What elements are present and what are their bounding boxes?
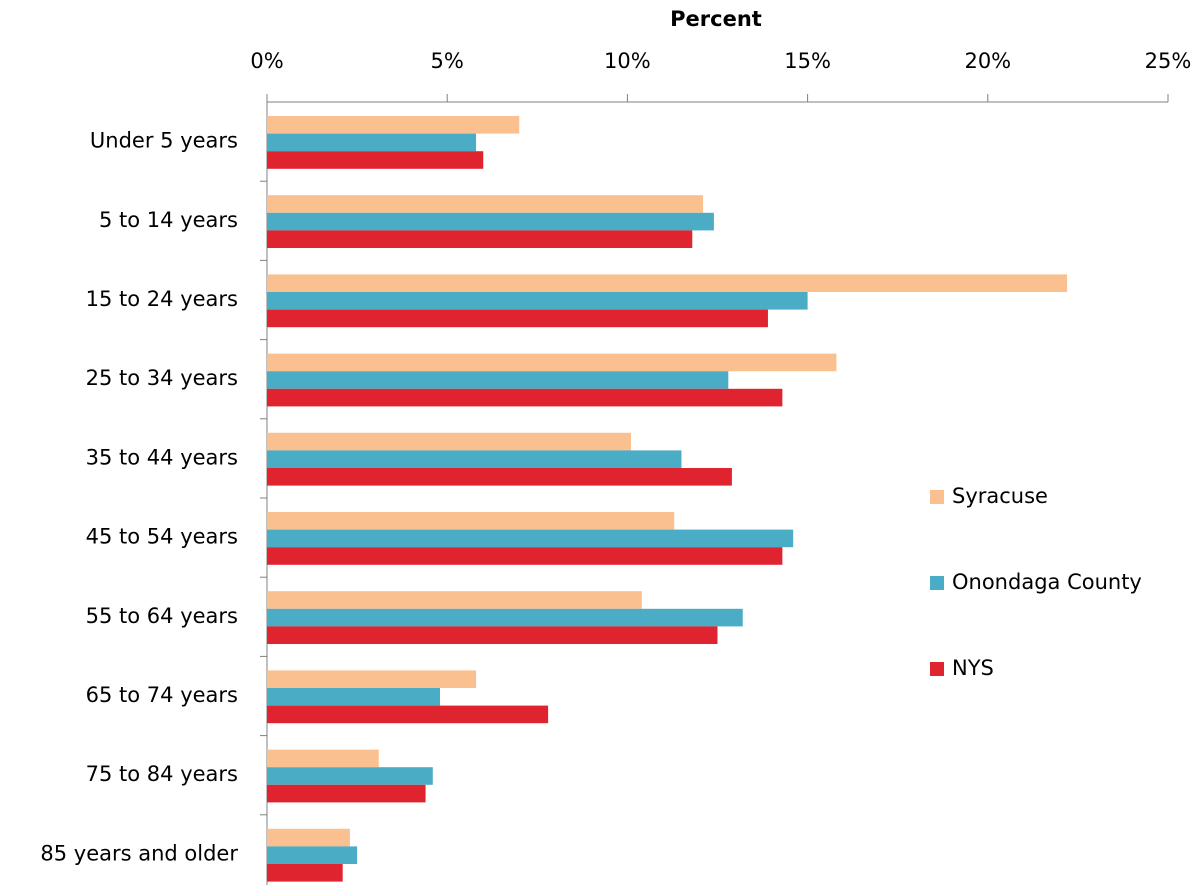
bar bbox=[267, 371, 729, 389]
bar bbox=[267, 353, 837, 372]
legend-label: Syracuse bbox=[952, 484, 1048, 508]
y-tick-label: 5 to 14 years bbox=[99, 208, 238, 232]
bar bbox=[267, 432, 632, 451]
x-tick-label: 10% bbox=[604, 49, 651, 73]
bar bbox=[267, 529, 794, 548]
y-tick-label: 85 years and older bbox=[40, 841, 238, 865]
bar bbox=[267, 688, 440, 706]
x-tick-label: 25% bbox=[1145, 49, 1192, 73]
bar bbox=[267, 705, 549, 724]
bar bbox=[267, 230, 693, 248]
bar bbox=[267, 151, 484, 169]
bar bbox=[267, 670, 477, 688]
x-tick-label: 20% bbox=[964, 49, 1011, 73]
bar bbox=[267, 591, 642, 609]
y-tick-label: 15 to 24 years bbox=[86, 287, 238, 311]
bar bbox=[267, 512, 675, 530]
bar bbox=[267, 388, 783, 407]
bar bbox=[267, 133, 477, 152]
legend-swatch bbox=[930, 662, 944, 676]
legend-label: NYS bbox=[952, 656, 994, 680]
bar bbox=[267, 116, 520, 134]
bar bbox=[267, 608, 743, 627]
bar bbox=[267, 749, 379, 768]
bar bbox=[267, 274, 1068, 292]
y-tick-label: 55 to 64 years bbox=[86, 604, 238, 628]
y-tick-label: 45 to 54 years bbox=[86, 525, 238, 549]
bar bbox=[267, 626, 718, 644]
bar bbox=[267, 846, 358, 864]
legend-swatch bbox=[930, 576, 944, 590]
bar bbox=[267, 292, 808, 310]
y-tick-label: 65 to 74 years bbox=[86, 683, 238, 707]
bar bbox=[267, 864, 343, 882]
bar bbox=[267, 468, 732, 486]
bar bbox=[267, 450, 682, 468]
bar bbox=[267, 195, 704, 213]
bar bbox=[267, 547, 783, 565]
y-tick-label: 75 to 84 years bbox=[86, 762, 238, 786]
y-tick-label: Under 5 years bbox=[90, 129, 238, 153]
x-tick-label: 15% bbox=[784, 49, 831, 73]
bar bbox=[267, 828, 350, 847]
x-tick-label: 0% bbox=[250, 49, 283, 73]
legend-swatch bbox=[930, 490, 944, 504]
y-tick-label: 35 to 44 years bbox=[86, 445, 238, 469]
bar bbox=[267, 784, 426, 803]
bar bbox=[267, 212, 714, 231]
legend-label: Onondaga County bbox=[952, 570, 1142, 594]
bar bbox=[267, 309, 768, 328]
bar bbox=[267, 767, 433, 785]
axis-title: Percent bbox=[670, 7, 762, 31]
x-tick-label: 5% bbox=[431, 49, 464, 73]
y-tick-label: 25 to 34 years bbox=[86, 366, 238, 390]
